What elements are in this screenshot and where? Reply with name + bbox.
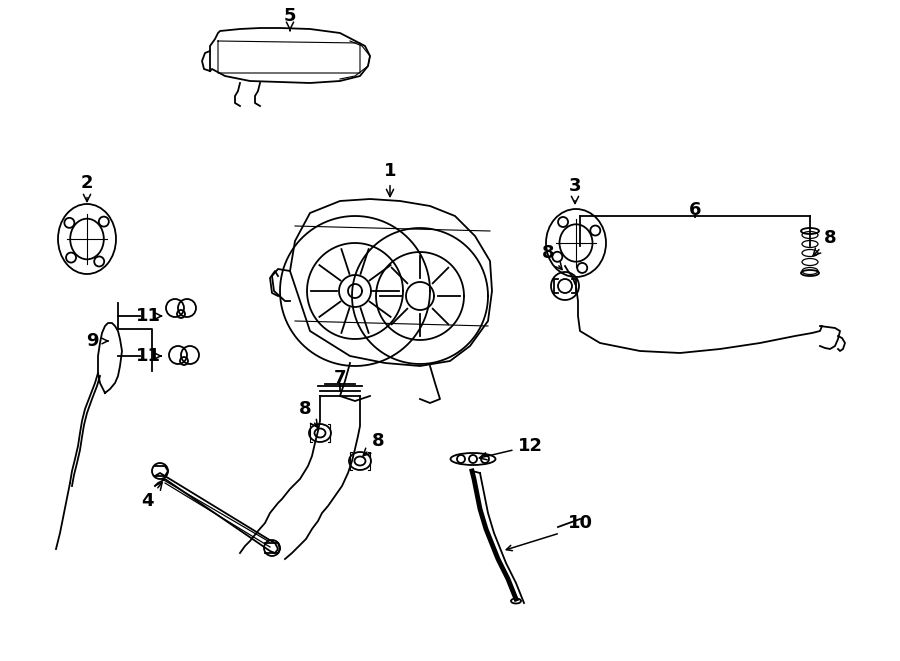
Text: 11: 11 — [136, 347, 160, 365]
Text: 6: 6 — [688, 201, 701, 219]
Text: 2: 2 — [81, 174, 94, 202]
Text: 5: 5 — [284, 7, 296, 30]
Text: 8: 8 — [813, 229, 836, 256]
Text: 4: 4 — [140, 483, 162, 510]
Text: 3: 3 — [569, 177, 581, 204]
Text: 8: 8 — [364, 432, 384, 456]
Text: 10: 10 — [568, 514, 592, 532]
Text: 8: 8 — [299, 400, 318, 427]
Text: 12: 12 — [480, 437, 543, 460]
Text: 8: 8 — [542, 244, 562, 270]
Text: 7: 7 — [334, 369, 346, 387]
Text: 11: 11 — [136, 307, 160, 325]
Text: 9: 9 — [86, 332, 98, 350]
Text: 1: 1 — [383, 162, 396, 196]
